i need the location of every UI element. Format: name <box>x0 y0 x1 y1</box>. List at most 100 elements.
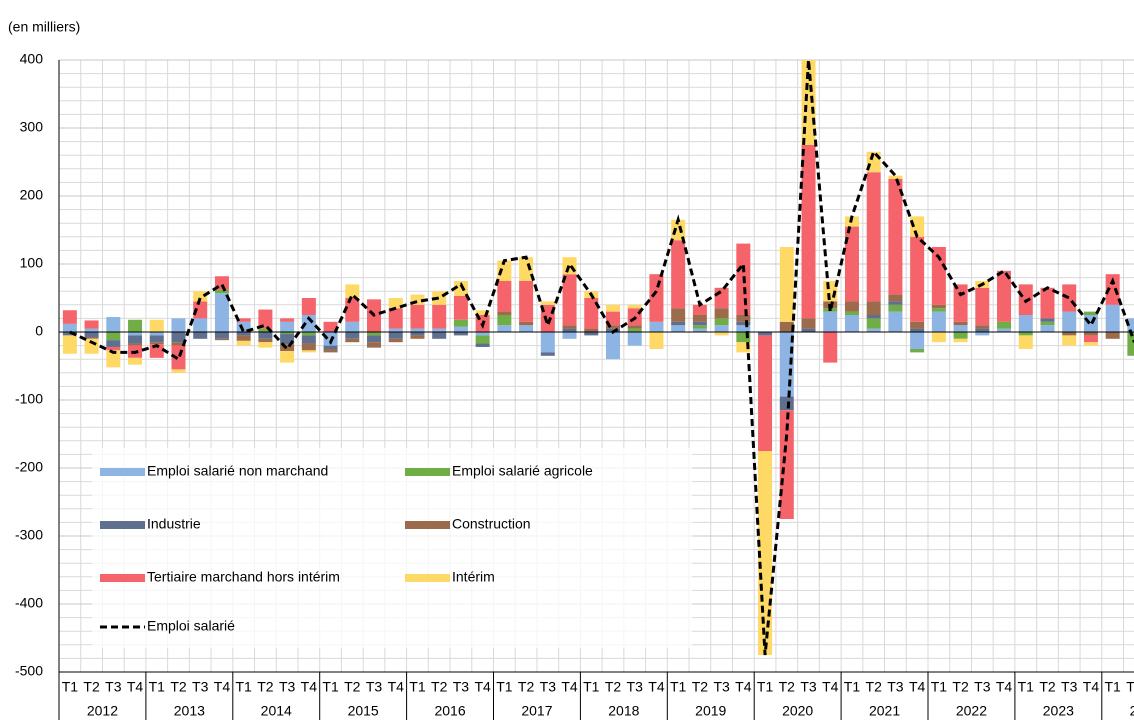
bar-segment <box>584 328 599 332</box>
bar-segment <box>714 287 729 309</box>
bar-segment <box>627 325 642 329</box>
bar-segment <box>671 325 686 332</box>
bar-segment <box>562 274 577 326</box>
bar-segment <box>1083 311 1098 315</box>
year-label: 2023 <box>1043 703 1074 719</box>
quarter-label: T2 <box>866 679 883 695</box>
bar-segment <box>692 304 707 315</box>
quarter-label: T1 <box>1104 679 1121 695</box>
bar-segment <box>1018 332 1033 336</box>
quarter-label: T4 <box>822 679 839 695</box>
bar-segment <box>453 332 468 336</box>
quarter-label: T3 <box>800 679 817 695</box>
quarter-label: T1 <box>496 679 513 695</box>
bar-segment <box>910 332 925 349</box>
year-label: 2021 <box>869 703 900 719</box>
bar-segment <box>866 318 881 329</box>
y-tick-label: 200 <box>20 187 44 203</box>
bar-segment <box>149 335 164 343</box>
bar-segment <box>758 332 773 336</box>
quarter-label: T2 <box>431 679 448 695</box>
quarter-label: T4 <box>388 679 405 695</box>
bar-segment <box>128 332 143 336</box>
bar-segment <box>345 298 360 322</box>
bar-segment <box>801 328 816 332</box>
bar-segment <box>62 310 77 324</box>
bar-segment <box>214 338 229 341</box>
bar-segment <box>692 328 707 332</box>
quarter-label: T1 <box>235 679 252 695</box>
bar-segment <box>953 325 968 332</box>
bar-segment <box>214 332 229 339</box>
legend-label: Industrie <box>147 516 201 532</box>
bar-segment <box>497 281 512 312</box>
bar-segment <box>910 216 925 237</box>
bar-segment <box>888 304 903 312</box>
bar-segment <box>453 281 468 296</box>
bar-segment <box>519 281 534 322</box>
bar-segment <box>84 328 99 332</box>
bar-segment <box>714 308 729 319</box>
bar-segment <box>301 298 316 315</box>
quarter-label: T3 <box>627 679 644 695</box>
bar-segment <box>997 321 1012 329</box>
bar-segment <box>388 298 403 309</box>
bar-segment <box>171 342 186 346</box>
bar-segment <box>280 321 295 332</box>
bar-segment <box>106 332 121 341</box>
bar-segment <box>779 247 794 322</box>
quarter-label: T2 <box>170 679 187 695</box>
bar-segment <box>388 308 403 329</box>
bar-segment <box>1062 311 1077 332</box>
bar-segment <box>193 301 208 319</box>
bar-segment <box>1040 325 1055 332</box>
bar-segment <box>367 332 382 336</box>
legend-label: Intérim <box>452 569 495 585</box>
legend-label: Emploi salarié <box>147 618 235 634</box>
bar-segment <box>562 325 577 329</box>
bar-segment <box>432 332 447 339</box>
bar-segment <box>671 240 686 309</box>
bar-segment <box>758 451 773 655</box>
bar-segment <box>736 332 751 343</box>
quarter-label: T2 <box>605 679 622 695</box>
bar-segment <box>931 311 946 332</box>
quarter-label: T3 <box>453 679 470 695</box>
bar-segment <box>605 332 620 360</box>
bar-segment <box>997 328 1012 332</box>
year-label: 2020 <box>782 703 813 719</box>
year-label: 2019 <box>695 703 726 719</box>
year-label: 2024 <box>1130 703 1134 719</box>
bar-segment <box>62 323 77 332</box>
bar-segment <box>345 284 360 298</box>
bar-segment <box>888 179 903 295</box>
bar-segment <box>193 318 208 332</box>
legend-label: Tertiaire marchand hors intérim <box>147 569 340 585</box>
bar-segment <box>301 332 316 336</box>
bar-segment <box>931 247 946 305</box>
bar-segment <box>801 60 816 145</box>
bar-segment <box>301 343 316 351</box>
bar-segment <box>410 294 425 305</box>
bar-segment <box>1062 335 1077 346</box>
bar-segment <box>997 270 1012 322</box>
bar-segment <box>193 332 208 339</box>
bar-segment <box>888 175 903 179</box>
bar-segment <box>888 294 903 302</box>
bar-segment <box>758 335 773 451</box>
bar-segment <box>649 274 664 322</box>
bar-segment <box>323 321 338 332</box>
quarter-label: T3 <box>974 679 991 695</box>
bar-segment <box>280 332 295 335</box>
quarter-label: T2 <box>83 679 100 695</box>
quarter-label: T1 <box>1018 679 1035 695</box>
bar-segment <box>584 332 599 336</box>
bar-segment <box>736 315 751 322</box>
quarter-label: T3 <box>105 679 122 695</box>
bar-segment <box>779 321 794 332</box>
bar-segment <box>1040 287 1055 319</box>
bar-segment <box>475 310 490 315</box>
quarter-label: T4 <box>648 679 665 695</box>
